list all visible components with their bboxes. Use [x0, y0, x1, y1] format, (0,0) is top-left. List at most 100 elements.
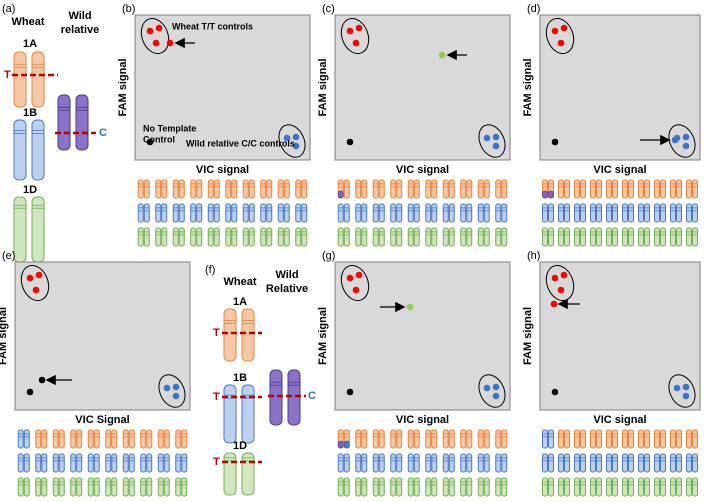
chromosome: [660, 453, 666, 473]
chromosome: [207, 203, 214, 223]
cluster-outline: [340, 265, 370, 301]
chromosome: [670, 227, 676, 247]
data-point: [352, 286, 360, 294]
chromosome: [372, 203, 379, 223]
chromosome: [105, 453, 112, 473]
chromosome: [361, 477, 368, 497]
chromosome: [260, 227, 267, 247]
chromosome: [396, 429, 403, 449]
chromosome: [58, 429, 65, 449]
chromosome: [654, 429, 660, 449]
chromosome: [460, 453, 467, 473]
chromosome: [501, 203, 508, 223]
chromosome: [283, 227, 290, 247]
chromosome: [654, 227, 660, 247]
data-point: [551, 138, 559, 146]
chromosome: [628, 429, 634, 449]
chromosome: [41, 429, 48, 449]
chromosome: [31, 196, 45, 263]
chromosome: [70, 453, 77, 473]
chromosome: [242, 203, 249, 223]
chromosome: [172, 203, 179, 223]
chromosome: [548, 477, 554, 497]
chromosome: [686, 429, 692, 449]
chromosome: [57, 94, 71, 151]
chromosome: [676, 203, 682, 223]
chromosome: [558, 179, 564, 199]
chromosome: [590, 429, 596, 449]
y-axis-label: FAM signal: [317, 307, 329, 365]
chromosome: [70, 429, 77, 449]
plot-area: [539, 261, 701, 411]
x-axis-label: VIC signal: [593, 414, 646, 426]
data-point: [172, 383, 180, 391]
chromosome: [223, 308, 237, 362]
chromosome: [181, 477, 188, 497]
data-point: [557, 286, 565, 294]
data-point: [682, 383, 690, 391]
x-axis-label: VIC signal: [396, 164, 449, 176]
chromosome: [644, 227, 650, 247]
chromosome: [425, 179, 432, 199]
chromosome: [287, 369, 301, 426]
chromosome: [548, 429, 554, 449]
chromosome: [361, 203, 368, 223]
chromosome: [213, 203, 220, 223]
data-point: [146, 138, 154, 146]
chromosome: [157, 477, 164, 497]
chromosome: [196, 203, 203, 223]
chromosome: [574, 477, 580, 497]
chromosome: [372, 453, 379, 473]
chromosome: [477, 429, 484, 449]
chromosome: [163, 453, 170, 473]
chromosome: [564, 429, 570, 449]
label: (f): [205, 264, 215, 276]
chromosome: [241, 452, 255, 496]
data-point: [346, 138, 354, 146]
chromosome: [590, 453, 596, 473]
data-point: [682, 133, 690, 141]
chromosome: [692, 179, 698, 199]
data-point: [26, 388, 34, 396]
chromosome: [483, 429, 490, 449]
chromosome: [13, 119, 27, 181]
chromosome: [558, 227, 564, 247]
chromosome: [223, 452, 237, 496]
y-axis-label: FAM signal: [522, 58, 534, 116]
chromosome: [676, 477, 682, 497]
chromosome: [277, 179, 284, 199]
chromosome: [558, 203, 564, 223]
chromosome: [178, 227, 185, 247]
data-point: [483, 384, 491, 392]
chromosome: [548, 203, 554, 223]
chromosome: [606, 179, 612, 199]
label: (e): [2, 250, 15, 262]
chromosome: [343, 453, 350, 473]
introgression: [337, 440, 344, 449]
chromosome: [622, 477, 628, 497]
chromosome: [660, 203, 666, 223]
chromosome: [396, 203, 403, 223]
chromosome: [431, 227, 438, 247]
chromosome: [622, 453, 628, 473]
chromosome: [155, 227, 162, 247]
chromosome: [448, 453, 455, 473]
chromosome: [495, 179, 502, 199]
label: (h): [527, 250, 540, 262]
chromosome: [175, 477, 182, 497]
chromosome: [390, 179, 397, 199]
data-point: [551, 27, 559, 35]
data-point: [492, 133, 500, 141]
chromosome: [580, 179, 586, 199]
label: 1B: [23, 107, 37, 119]
chromosome: [413, 429, 420, 449]
chromosome: [495, 477, 502, 497]
chromosome: [606, 453, 612, 473]
chromosome: [628, 179, 634, 199]
chromosome: [372, 227, 379, 247]
y-axis-label: FAM signal: [317, 58, 329, 116]
chromosome: [654, 453, 660, 473]
chromosome: [654, 203, 660, 223]
chromosome: [466, 429, 473, 449]
chromosome: [266, 203, 273, 223]
